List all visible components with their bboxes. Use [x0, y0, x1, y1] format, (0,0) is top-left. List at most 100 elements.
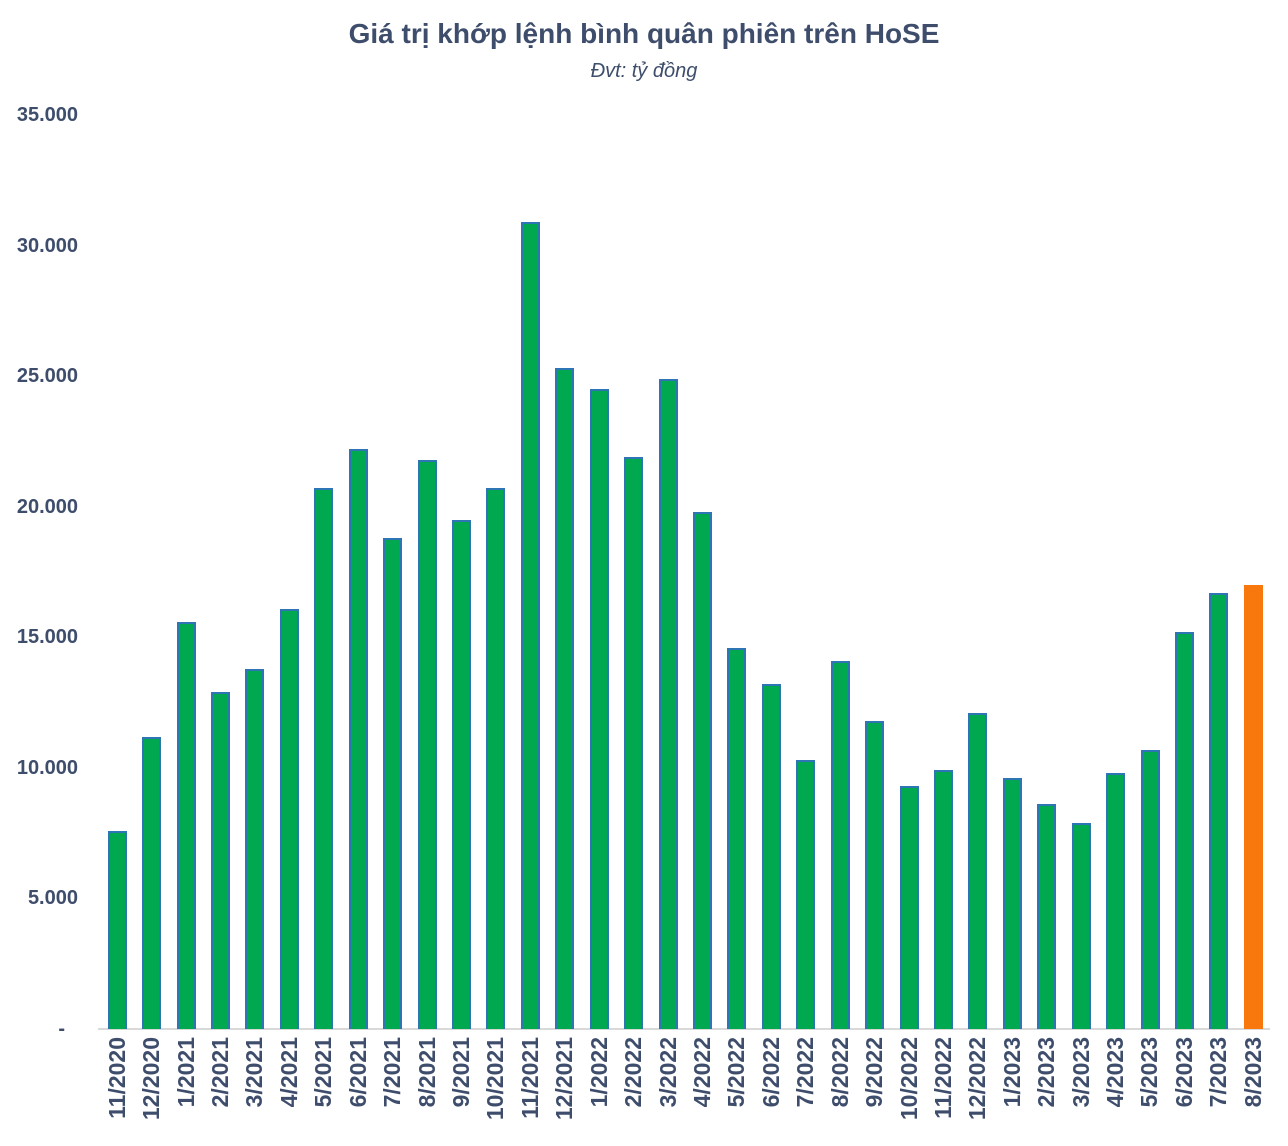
x-tick-label-text: 6/2023 [1170, 1037, 1197, 1108]
bar-5-2021 [314, 488, 334, 1029]
bar-7-2023 [1209, 593, 1229, 1029]
x-tick-label: 2/2022 [616, 1037, 650, 1146]
bar-11-2021 [520, 222, 540, 1029]
x-tick-label-text: 7/2021 [379, 1037, 406, 1108]
bar-10-2022 [899, 786, 919, 1029]
bar-3-2023 [1071, 823, 1091, 1029]
x-tick-label-text: 5/2021 [310, 1037, 337, 1108]
y-tick-label: 25.000 [16, 365, 78, 388]
x-tick-label-text: 5/2023 [1136, 1037, 1163, 1108]
x-tick-label: 5/2021 [307, 1037, 341, 1146]
x-tick-label-text: 3/2023 [1067, 1037, 1094, 1108]
x-tick-label-text: 3/2022 [654, 1037, 681, 1108]
x-tick-label: 12/2022 [961, 1037, 995, 1146]
x-tick-label: 7/2023 [1202, 1037, 1236, 1146]
x-tick-label: 12/2021 [548, 1037, 582, 1146]
x-tick-label: 7/2021 [375, 1037, 409, 1146]
bar-12-2022 [968, 713, 988, 1029]
y-tick-label: 35.000 [16, 104, 78, 126]
x-tick-label-text: 2/2021 [206, 1037, 233, 1108]
x-tick-label-text: 3/2021 [241, 1037, 268, 1108]
x-tick-label-text: 12/2020 [138, 1037, 165, 1121]
bar-4-2021 [279, 609, 299, 1029]
x-tick-label-text: 1/2021 [172, 1037, 199, 1108]
x-axis-line [98, 1028, 1270, 1030]
x-tick-label-text: 5/2022 [723, 1037, 750, 1108]
x-tick-label: 6/2023 [1167, 1037, 1201, 1146]
x-tick-label-text: 1/2022 [585, 1037, 612, 1108]
x-tick-label: 12/2020 [134, 1037, 168, 1146]
x-tick-label-text: 9/2021 [447, 1037, 474, 1108]
x-tick-label: 11/2021 [513, 1037, 547, 1146]
x-tick-label-text: 11/2021 [516, 1037, 543, 1119]
bar-1-2021 [176, 622, 196, 1029]
bar-1-2023 [1002, 778, 1022, 1029]
x-tick-label: 4/2021 [272, 1037, 306, 1146]
x-tick-label: 7/2022 [789, 1037, 823, 1146]
x-tick-label: 3/2023 [1064, 1037, 1098, 1146]
x-tick-label-text: 10/2022 [895, 1037, 922, 1121]
chart-title: Giá trị khớp lệnh bình quân phiên trên H… [348, 18, 940, 49]
x-tick-label: 8/2021 [410, 1037, 444, 1146]
bar-1-2022 [589, 389, 609, 1029]
x-tick-label: 3/2022 [651, 1037, 685, 1146]
bar-6-2023 [1174, 632, 1194, 1029]
y-tick-label: 15.000 [16, 626, 78, 649]
bar-5-2023 [1140, 750, 1160, 1029]
x-tick-label: 5/2023 [1133, 1037, 1167, 1146]
x-tick-label: 2/2021 [203, 1037, 237, 1146]
x-tick-label-text: 12/2021 [551, 1037, 578, 1121]
x-tick-label: 1/2022 [582, 1037, 616, 1146]
x-tick-label-text: 8/2021 [413, 1037, 440, 1108]
bar-9-2021 [451, 520, 471, 1029]
x-tick-label: 11/2022 [926, 1037, 960, 1146]
bar-9-2022 [865, 721, 885, 1029]
x-tick-label-text: 4/2023 [1102, 1037, 1129, 1108]
x-tick-label-text: 2/2023 [1033, 1037, 1060, 1108]
bar-12-2021 [555, 368, 575, 1029]
bar-7-2022 [796, 760, 816, 1029]
x-tick-label: 8/2023 [1236, 1037, 1270, 1146]
bar-8-2022 [830, 661, 850, 1029]
chart-subtitle: Đvt: tỷ đồng [590, 60, 698, 82]
x-tick-label: 4/2023 [1098, 1037, 1132, 1146]
x-tick-label-text: 9/2022 [861, 1037, 888, 1108]
bar-2-2023 [1037, 804, 1057, 1029]
bar-3-2021 [245, 669, 265, 1029]
bar-8-2021 [417, 460, 437, 1029]
x-tick-label-text: 1/2023 [998, 1037, 1025, 1108]
x-tick-label: 11/2020 [100, 1037, 134, 1146]
bar-10-2021 [486, 488, 506, 1029]
y-tick-label: 5.000 [27, 887, 78, 910]
bar-8-2023 [1243, 585, 1263, 1029]
x-tick-label: 2/2023 [1030, 1037, 1064, 1146]
x-tick-label-text: 2/2022 [620, 1037, 647, 1108]
x-tick-label-text: 10/2021 [482, 1037, 509, 1121]
y-tick-label: 30.000 [16, 234, 78, 257]
x-tick-label-text: 4/2021 [275, 1037, 302, 1108]
y-tick-label: 10.000 [16, 756, 78, 779]
x-tick-label-text: 7/2022 [792, 1037, 819, 1108]
x-tick-label: 10/2022 [892, 1037, 926, 1146]
bar-12-2020 [142, 737, 162, 1029]
bar-5-2022 [727, 648, 747, 1029]
bar-4-2023 [1106, 773, 1126, 1029]
x-tick-label: 9/2021 [444, 1037, 478, 1146]
x-tick-label-text: 12/2022 [964, 1037, 991, 1121]
x-tick-label-text: 7/2023 [1205, 1037, 1232, 1108]
x-tick-label: 6/2022 [754, 1037, 788, 1146]
bar-7-2021 [383, 538, 403, 1029]
bar-6-2022 [761, 684, 781, 1029]
x-tick-label: 8/2022 [823, 1037, 857, 1146]
bar-4-2022 [692, 512, 712, 1029]
y-tick-label: - [58, 1018, 65, 1040]
x-tick-label-text: 11/2020 [103, 1037, 130, 1119]
x-tick-label-text: 8/2022 [826, 1037, 853, 1108]
x-tick-label-text: 6/2022 [757, 1037, 784, 1108]
bar-2-2021 [210, 692, 230, 1029]
bar-2-2022 [624, 457, 644, 1029]
bar-11-2022 [933, 770, 953, 1029]
x-tick-label-text: 4/2022 [688, 1037, 715, 1108]
bar-3-2022 [658, 379, 678, 1029]
